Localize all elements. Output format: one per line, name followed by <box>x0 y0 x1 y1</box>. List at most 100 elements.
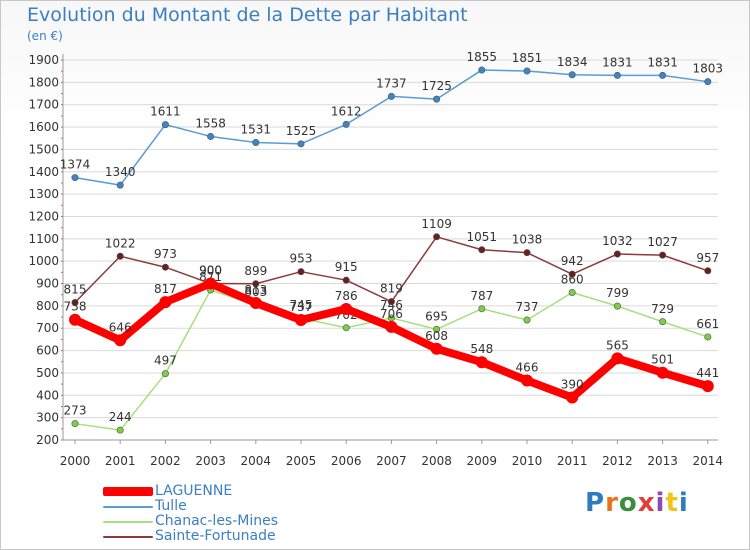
legend-item-laguenne: LAGUENNE <box>103 484 278 499</box>
data-label-laguenne: 441 <box>696 366 719 380</box>
data-label-tulle: 1851 <box>512 51 543 65</box>
legend-label: Chanac-les-Mines <box>155 513 279 529</box>
y-tick-label: 200 <box>36 433 59 447</box>
x-tick-label: 2005 <box>286 454 317 468</box>
data-label-laguenne: 548 <box>470 342 493 356</box>
data-point-laguenne <box>69 313 81 326</box>
legend-label: LAGUENNE <box>155 483 233 499</box>
data-label-laguenne: 706 <box>380 307 403 321</box>
data-point-tulle <box>704 78 712 86</box>
data-label-sainte-fortunade: 900 <box>199 264 222 278</box>
y-tick-label: 1500 <box>28 142 59 156</box>
y-tick-label: 1900 <box>28 53 59 67</box>
data-label-laguenne: 817 <box>154 282 177 296</box>
data-label-sainte-fortunade: 1027 <box>647 235 678 249</box>
data-label-tulle: 1855 <box>467 50 498 64</box>
data-point-sainte-fortunade <box>613 250 621 258</box>
y-tick-label: 1800 <box>28 75 59 89</box>
data-label-chanac-les-mines: 729 <box>651 302 674 316</box>
data-point-chanac-les-mines <box>523 316 531 324</box>
chart-title: Evolution du Montant de la Dette par Hab… <box>27 4 468 26</box>
data-label-chanac-les-mines: 871 <box>199 270 222 284</box>
x-tick-label: 2012 <box>602 454 633 468</box>
data-point-tulle <box>613 71 621 79</box>
data-point-laguenne <box>295 313 307 326</box>
y-tick-label: 1200 <box>28 209 59 223</box>
data-label-laguenne: 565 <box>606 338 629 352</box>
data-label-tulle: 1525 <box>286 124 317 138</box>
data-label-sainte-fortunade: 1109 <box>421 217 452 231</box>
legend-swatch <box>103 535 153 538</box>
data-point-tulle <box>161 121 169 129</box>
data-point-tulle <box>342 120 350 128</box>
legend-label: Sainte-Fortunade <box>155 528 276 544</box>
y-tick-label: 1400 <box>28 165 59 179</box>
data-point-laguenne <box>249 296 262 309</box>
data-point-laguenne <box>385 320 398 333</box>
data-point-chanac-les-mines <box>161 370 169 378</box>
data-label-tulle: 1374 <box>60 158 91 172</box>
x-tick-label: 2013 <box>647 454 678 468</box>
data-point-chanac-les-mines <box>433 325 441 333</box>
data-label-tulle: 1834 <box>557 55 588 69</box>
data-point-tulle <box>659 71 667 79</box>
data-label-sainte-fortunade: 973 <box>154 247 177 261</box>
data-point-laguenne <box>701 380 714 393</box>
data-point-sainte-fortunade <box>478 246 486 254</box>
data-point-sainte-fortunade <box>523 249 531 257</box>
data-label-chanac-les-mines: 244 <box>109 410 132 424</box>
data-label-sainte-fortunade: 1032 <box>602 234 633 248</box>
data-label-chanac-les-mines: 737 <box>516 300 539 314</box>
data-point-sainte-fortunade <box>433 233 441 241</box>
data-point-tulle <box>71 174 79 182</box>
data-label-tulle: 1340 <box>105 165 136 179</box>
legend-item-sainte-fortunade: Sainte-Fortunade <box>103 529 278 544</box>
data-point-sainte-fortunade <box>568 270 576 278</box>
data-point-tulle <box>433 95 441 103</box>
data-point-laguenne <box>430 342 443 355</box>
data-point-laguenne <box>204 277 217 290</box>
x-tick-label: 2014 <box>693 454 724 468</box>
data-label-sainte-fortunade: 953 <box>290 252 313 266</box>
data-point-tulle <box>478 66 486 74</box>
data-label-chanac-les-mines: 803 <box>244 285 267 299</box>
data-label-laguenne: 390 <box>561 378 584 392</box>
data-label-laguenne: 466 <box>516 361 539 375</box>
data-label-tulle: 1737 <box>376 76 407 90</box>
legend-swatch <box>103 520 153 523</box>
data-point-chanac-les-mines <box>659 318 667 326</box>
y-tick-label: 400 <box>36 388 59 402</box>
data-label-chanac-les-mines: 695 <box>425 309 448 323</box>
data-label-tulle: 1612 <box>331 104 362 118</box>
data-point-chanac-les-mines <box>568 288 576 296</box>
y-tick-label: 1100 <box>28 232 59 246</box>
y-tick-label: 1700 <box>28 98 59 112</box>
data-label-sainte-fortunade: 942 <box>561 254 584 268</box>
data-label-sainte-fortunade: 1051 <box>467 230 498 244</box>
data-point-chanac-les-mines <box>342 324 350 332</box>
y-tick-label: 1300 <box>28 187 59 201</box>
x-tick-label: 2002 <box>150 454 181 468</box>
data-point-laguenne <box>656 366 669 379</box>
data-label-laguenne: 646 <box>109 320 132 334</box>
data-label-sainte-fortunade: 915 <box>335 260 358 274</box>
data-point-chanac-les-mines <box>478 305 486 313</box>
chart-unit-label: (en €) <box>27 29 63 43</box>
legend-item-chanac-les-mines: Chanac-les-Mines <box>103 514 278 529</box>
data-point-chanac-les-mines <box>704 333 712 341</box>
y-tick-label: 300 <box>36 411 59 425</box>
x-tick-label: 2003 <box>195 454 226 468</box>
data-point-tulle <box>252 138 260 146</box>
legend-item-tulle: Tulle <box>103 499 278 514</box>
x-tick-label: 2000 <box>60 454 91 468</box>
data-label-chanac-les-mines: 273 <box>64 404 87 418</box>
data-label-sainte-fortunade: 819 <box>380 282 403 296</box>
data-label-tulle: 1803 <box>693 62 724 76</box>
data-point-sainte-fortunade <box>252 280 260 288</box>
data-label-chanac-les-mines: 497 <box>154 354 177 368</box>
y-tick-label: 600 <box>36 344 59 358</box>
y-tick-label: 900 <box>36 277 59 291</box>
data-label-chanac-les-mines: 799 <box>606 286 629 300</box>
data-label-sainte-fortunade: 899 <box>244 264 267 278</box>
data-label-sainte-fortunade: 957 <box>696 251 719 265</box>
